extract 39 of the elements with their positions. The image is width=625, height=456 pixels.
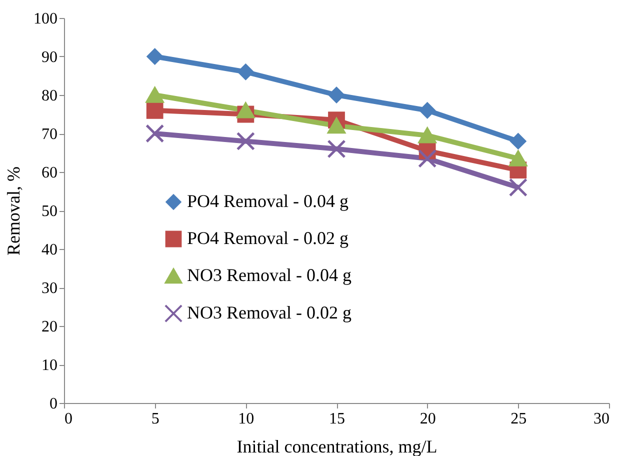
y-tick-label: 40 [42,242,58,258]
y-tick-label: 100 [34,10,58,28]
point [238,64,254,80]
y-tick-label: 0 [50,396,58,412]
y-axis-title: Removal, % [4,166,24,256]
x-tick-label: 10 [238,410,254,428]
y-tick-label: 90 [42,49,58,66]
y-tick-label: 80 [42,88,58,104]
legend-label: PO4 Removal - 0.02 g [187,228,348,248]
point [328,118,346,134]
y-tick-label: 20 [42,318,58,336]
point [509,150,528,166]
x-tick-label: 30 [594,410,610,428]
point [236,102,255,118]
y-tick-label: 30 [42,280,58,297]
y-tick-label: 10 [42,357,58,374]
point [510,133,526,150]
y-tick-label: 70 [42,126,58,143]
x-tick-label: 0 [64,410,72,428]
x-tick-label: 25 [510,410,527,428]
y-tick-label: 60 [42,164,58,182]
point [146,102,164,119]
point [146,87,164,103]
y-tick-label: 50 [42,203,58,220]
point [236,132,255,151]
x-tick-label: 20 [420,410,436,428]
x-tick-label: 5 [151,410,160,428]
legend-label: PO4 Removal - 0.04 g [187,191,348,211]
legend-label: NO3 Removal - 0.02 g [187,302,352,322]
point [419,102,436,118]
point [146,48,163,64]
point [327,140,346,158]
point [418,128,436,144]
x-tick-label: 15 [329,410,345,428]
point [418,149,437,168]
point [328,87,344,103]
legend-label: NO3 Removal - 0.04 g [187,265,352,285]
point [146,124,164,143]
point [508,178,528,197]
